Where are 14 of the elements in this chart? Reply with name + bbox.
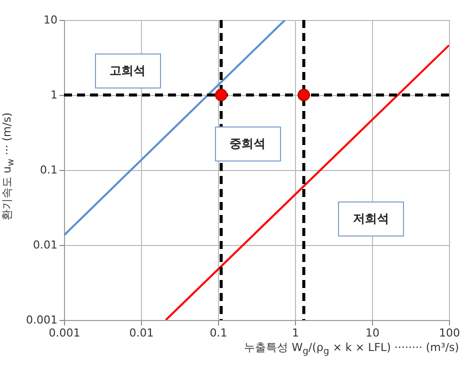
annotation: 저희석 bbox=[338, 202, 404, 236]
y-tick-label: 10 bbox=[44, 14, 58, 26]
y-tick-label: 0.001 bbox=[26, 314, 58, 326]
x-axis-title: 누출특성 W$_{g}$/(ρ$_{g}$ × k × LFL) ········ (m³/s) bbox=[244, 340, 459, 358]
x-tick-label: 0.01 bbox=[129, 326, 154, 340]
x-tick-label: 10 bbox=[366, 326, 380, 340]
annotation: 중희석 bbox=[214, 126, 281, 162]
x-tick-label: 1 bbox=[292, 326, 299, 340]
annotation: 고희석 bbox=[94, 54, 161, 89]
y-tick-label: 0.1 bbox=[40, 164, 58, 176]
y-tick-label: 0.01 bbox=[33, 238, 58, 252]
y-tick-label: 1 bbox=[50, 88, 58, 102]
x-tick-label: 100 bbox=[439, 326, 460, 340]
x-tick-label: 0.1 bbox=[210, 326, 228, 340]
